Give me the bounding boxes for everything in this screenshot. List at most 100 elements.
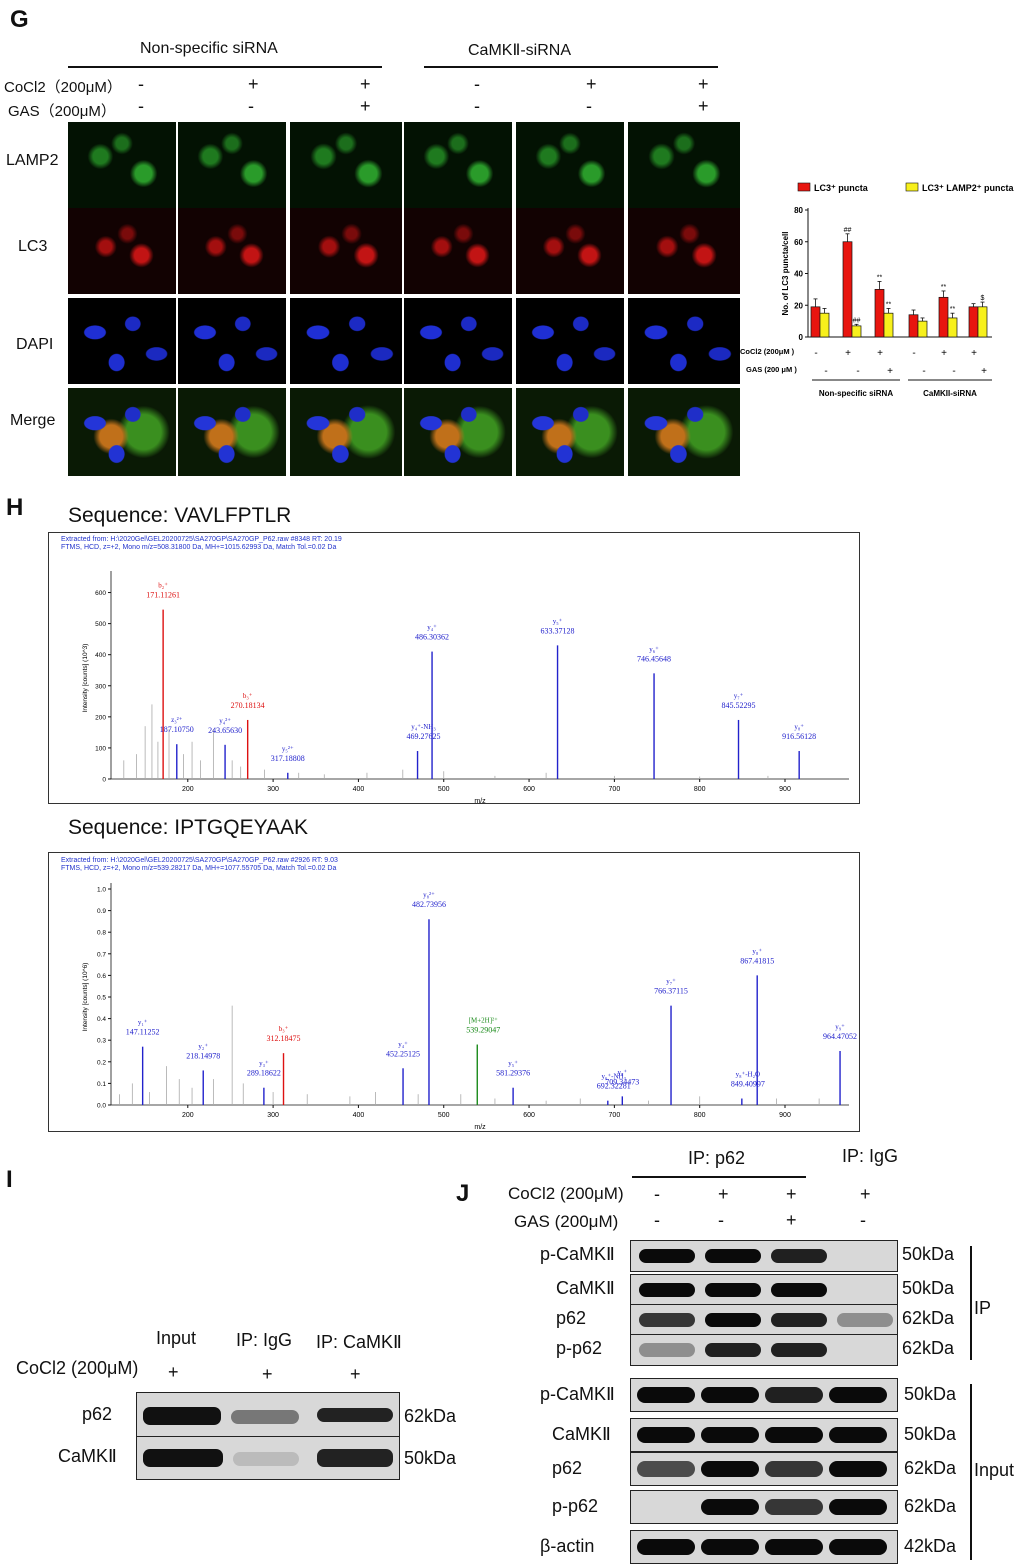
blot-strip: [630, 1304, 898, 1336]
group-underline: [68, 66, 382, 68]
blot-strip: [630, 1274, 898, 1306]
peak-label: y₈⁺: [752, 947, 762, 955]
blot-band: [705, 1283, 761, 1297]
blot-label: p62: [552, 1458, 583, 1478]
cocl2-row-label: CoCl2（200μM）: [4, 79, 122, 96]
bar: [908, 314, 919, 338]
puncta-chart-svg: LC3⁺ puncta LC3⁺ LAMP2⁺ puncta 0 20 40 60 80 No…: [740, 182, 1015, 398]
cocl2-sign: -: [814, 348, 817, 359]
blot-band: [637, 1461, 695, 1477]
peak-mz: 867.41815: [740, 956, 774, 965]
blot-label: p62: [556, 1308, 587, 1328]
gas-sign: +: [786, 1210, 797, 1230]
y-tick-label: 100: [95, 745, 106, 752]
cocl2-row-label: CoCl2 (200μM ): [740, 347, 795, 356]
blot-strip: [136, 1436, 400, 1480]
blot-label: β-actin: [540, 1536, 595, 1556]
y-axis-label: Intensity [counts] (10^6): [82, 963, 89, 1032]
blot-label: p-CaMKⅡ: [540, 1384, 615, 1404]
kda-label: 50kDa: [904, 1424, 957, 1444]
blot-strip: [630, 1334, 898, 1366]
peak-label: b₃⁺: [243, 692, 253, 700]
gas-sign: -: [922, 366, 925, 377]
kda-label: 42kDa: [904, 1536, 957, 1556]
x-tick-label: 600: [523, 786, 535, 793]
lamp2-image: [516, 122, 624, 208]
cocl2-sign: +: [586, 74, 597, 94]
peak-label: y₆⁺-NH₃: [602, 1073, 627, 1081]
cocl2-sign: +: [360, 74, 371, 94]
panel-letter-i: I: [6, 1166, 13, 1193]
dapi-image: [68, 298, 176, 384]
peak-mz: 766.37115: [654, 987, 688, 996]
peak-mz: 469.27625: [407, 732, 441, 741]
blot-band: [829, 1539, 887, 1555]
panel-letter-j: J: [456, 1180, 470, 1207]
sign: +: [168, 1362, 179, 1382]
peak-mz: 482.73956: [412, 900, 446, 909]
gas-row-label: GAS (200 μM ): [746, 365, 797, 374]
cocl2-sign: -: [138, 74, 144, 94]
bar: [851, 325, 862, 338]
merge-image: [290, 388, 402, 476]
lc3-image: [290, 208, 402, 294]
peak-label: y₇⁺: [734, 692, 744, 700]
dapi-image: [628, 298, 740, 384]
blot-label: p62: [82, 1404, 113, 1424]
significance-mark: **: [950, 306, 956, 313]
x-tick-label: 400: [353, 786, 365, 793]
peak-mz: 452.25125: [386, 1049, 420, 1058]
row-label-lamp2: LAMP2: [6, 152, 59, 169]
kda-label: 50kDa: [404, 1448, 457, 1468]
gas-sign: -: [248, 96, 254, 116]
lamp2-image: [628, 122, 740, 208]
peak-mz: 218.14978: [186, 1051, 220, 1060]
peak-mz: 317.18808: [271, 754, 305, 763]
y-tick-label: 40: [794, 270, 803, 279]
y-tick-label: 0.3: [97, 1038, 106, 1045]
significance-mark: ##: [844, 227, 852, 234]
blot-band: [701, 1461, 759, 1477]
cocl2-sign: -: [474, 74, 480, 94]
lc3-image: [68, 208, 176, 294]
cocl2-sign: +: [860, 1184, 871, 1204]
peak-mz: 964.47052: [823, 1032, 857, 1041]
lc3-image: [628, 208, 740, 294]
lamp2-image: [178, 122, 286, 208]
peak-label: y₈⁺-H₂O: [736, 1071, 761, 1079]
spectrum-header: FTMS, HCD, z=+2, Mono m/z=508.31800 Da, …: [61, 544, 337, 551]
peak-mz: 289.18622: [247, 1069, 281, 1078]
sequence-title-1: Sequence: VAVLFPTLR: [68, 504, 292, 527]
peak-label: y₄⁺: [427, 624, 437, 632]
peak-label: b₂⁺: [158, 582, 168, 590]
y-tick-label: 200: [95, 714, 106, 721]
peak-mz: 243.65630: [208, 726, 242, 735]
x-tick-label: 900: [779, 786, 791, 793]
significance-mark: ##: [853, 317, 861, 324]
col-ip-igg: IP: IgG: [236, 1330, 293, 1350]
peak-label: y₈⁺: [794, 723, 804, 731]
blot-strip: [630, 1530, 898, 1564]
gas-sign: -: [824, 366, 827, 377]
y-tick-label: 60: [794, 238, 803, 247]
kda-label: 50kDa: [904, 1384, 957, 1404]
blot-label: CaMKⅡ: [556, 1278, 615, 1298]
blot-band: [701, 1539, 759, 1555]
y-tick-label: 0.0: [97, 1103, 106, 1110]
x-tick-label: 400: [353, 1112, 365, 1119]
bar: [810, 306, 821, 338]
gas-sign: -: [138, 96, 144, 116]
y-tick-label: 0: [102, 777, 106, 784]
blot-band: [771, 1343, 827, 1357]
y-axis-label: Intensity [counts] (10^3): [82, 644, 89, 713]
kda-label: 50kDa: [902, 1278, 955, 1298]
bar: [977, 306, 988, 338]
cocl2-label: CoCl2 (200μM): [508, 1184, 624, 1203]
lc3-image: [178, 208, 286, 294]
cocl2-sign: +: [786, 1184, 797, 1204]
blot-band: [765, 1427, 823, 1443]
lamp2-image: [404, 122, 512, 208]
blot-band: [637, 1539, 695, 1555]
lc3-image: [404, 208, 512, 294]
blot-band: [639, 1283, 695, 1297]
